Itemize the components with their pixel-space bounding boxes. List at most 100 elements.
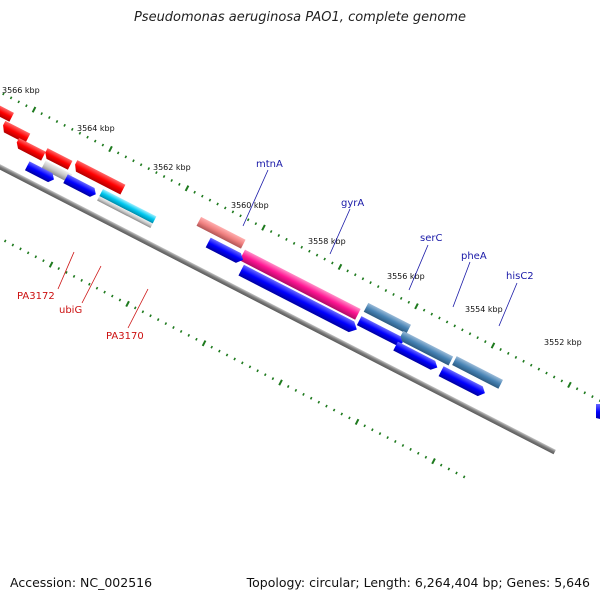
tick-mark bbox=[285, 237, 288, 241]
tick-mark bbox=[537, 367, 541, 371]
gene-arrow[interactable] bbox=[0, 120, 31, 144]
tick-mark bbox=[394, 440, 397, 443]
gene-arrow[interactable] bbox=[43, 148, 73, 170]
gene-label-ubig[interactable]: ubiG bbox=[59, 305, 82, 316]
tick-mark bbox=[401, 443, 405, 447]
tick-mark bbox=[133, 306, 137, 310]
tick-mark bbox=[3, 239, 7, 243]
scale-label: 3556 kbp bbox=[387, 272, 425, 281]
tick-mark bbox=[271, 377, 275, 381]
tick-mark bbox=[371, 428, 374, 432]
tick-mark bbox=[323, 257, 326, 261]
tick-mark bbox=[184, 185, 190, 192]
tick-mark bbox=[231, 210, 235, 214]
tick-mark bbox=[407, 300, 411, 304]
tick-mark bbox=[103, 290, 106, 294]
tick-mark bbox=[386, 436, 389, 440]
gene-arrow[interactable] bbox=[63, 174, 98, 198]
gene-arrow[interactable] bbox=[596, 404, 600, 420]
tick-mark bbox=[522, 359, 525, 363]
tick-mark bbox=[170, 178, 173, 182]
gene-arrow[interactable] bbox=[14, 137, 46, 161]
tick-mark bbox=[461, 328, 464, 332]
gene-arrow[interactable] bbox=[24, 161, 56, 184]
tick-mark bbox=[399, 296, 403, 300]
forward-strand-genes bbox=[0, 100, 503, 389]
tick-mark bbox=[294, 388, 298, 392]
gene-label-mtna[interactable]: mtnA bbox=[256, 159, 283, 170]
tick-mark bbox=[86, 135, 89, 139]
gene-arrow[interactable] bbox=[0, 100, 14, 122]
tick-mark bbox=[116, 151, 120, 155]
tick-mark bbox=[453, 324, 457, 328]
tick-mark bbox=[34, 255, 38, 259]
tick-mark bbox=[552, 375, 556, 379]
tick-mark bbox=[545, 371, 548, 375]
gene-label-pa3172[interactable]: PA3172 bbox=[17, 291, 55, 302]
tick-mark bbox=[484, 340, 487, 344]
tick-mark bbox=[300, 245, 304, 249]
tick-mark bbox=[560, 379, 564, 383]
gene-label-phea[interactable]: pheA bbox=[461, 251, 487, 262]
tick-mark bbox=[195, 337, 198, 341]
tick-mark bbox=[139, 163, 143, 167]
gene-block-hisc2[interactable] bbox=[452, 356, 503, 389]
tick-mark bbox=[269, 230, 273, 234]
gene-block-mtna[interactable] bbox=[196, 216, 246, 249]
tick-mark bbox=[70, 127, 74, 131]
tick-mark bbox=[278, 379, 283, 386]
gene-arrow[interactable] bbox=[438, 366, 488, 398]
tick-mark bbox=[292, 241, 296, 245]
gene-label-gyra[interactable]: gyrA bbox=[341, 198, 364, 209]
tick-mark bbox=[438, 316, 441, 320]
tick-mark bbox=[118, 298, 122, 302]
tick-mark bbox=[55, 119, 59, 123]
tick-mark bbox=[331, 261, 334, 265]
gene-arrow[interactable] bbox=[72, 160, 126, 195]
tick-mark bbox=[392, 292, 395, 296]
tick-mark bbox=[210, 345, 214, 349]
gene-label-pa3170[interactable]: PA3170 bbox=[106, 331, 144, 342]
tick-mark bbox=[17, 100, 21, 104]
tick-mark bbox=[241, 361, 244, 365]
tick-mark bbox=[499, 347, 502, 351]
tick-mark bbox=[447, 467, 451, 471]
gene-block-cyan[interactable] bbox=[99, 188, 157, 224]
gene-block-gray2[interactable] bbox=[97, 196, 153, 228]
gene-arrow[interactable] bbox=[238, 264, 359, 335]
gene-block-gray[interactable] bbox=[41, 160, 73, 183]
blue-leader-lines bbox=[242, 169, 518, 327]
tick-mark bbox=[325, 404, 328, 408]
tick-mark bbox=[11, 243, 15, 247]
tick-mark bbox=[57, 267, 61, 271]
gene-label-serc[interactable]: serC bbox=[420, 233, 442, 244]
gene-block-phea[interactable] bbox=[398, 330, 454, 366]
tick-mark bbox=[439, 463, 443, 467]
gene-arrow[interactable] bbox=[393, 341, 439, 372]
tick-mark bbox=[95, 286, 99, 290]
tick-mark bbox=[31, 106, 37, 113]
tick-mark bbox=[141, 310, 145, 314]
tick-mark bbox=[315, 253, 319, 257]
tick-mark bbox=[277, 233, 281, 237]
gene-arrow[interactable] bbox=[356, 316, 405, 347]
tick-mark bbox=[348, 416, 351, 420]
gene-block-serc[interactable] bbox=[363, 302, 411, 334]
tick-mark bbox=[248, 365, 252, 369]
tick-mark bbox=[80, 278, 83, 282]
tick-mark bbox=[111, 294, 114, 298]
tick-mark bbox=[187, 333, 191, 337]
gene-labels: mtnA gyrA serC pheA hisC2 PA3172 ubiG PA… bbox=[17, 159, 534, 342]
tick-mark bbox=[468, 332, 472, 336]
tick-mark bbox=[223, 206, 227, 210]
tick-mark bbox=[346, 269, 349, 273]
tick-mark bbox=[25, 104, 28, 108]
tick-mark bbox=[309, 396, 313, 400]
gene-block-gyra[interactable] bbox=[239, 249, 361, 320]
tick-mark bbox=[286, 385, 290, 388]
tick-mark bbox=[416, 451, 420, 455]
gene-label-hisc2[interactable]: hisC2 bbox=[506, 271, 534, 282]
gene-arrow[interactable] bbox=[205, 237, 246, 266]
tick-mark bbox=[78, 131, 82, 135]
